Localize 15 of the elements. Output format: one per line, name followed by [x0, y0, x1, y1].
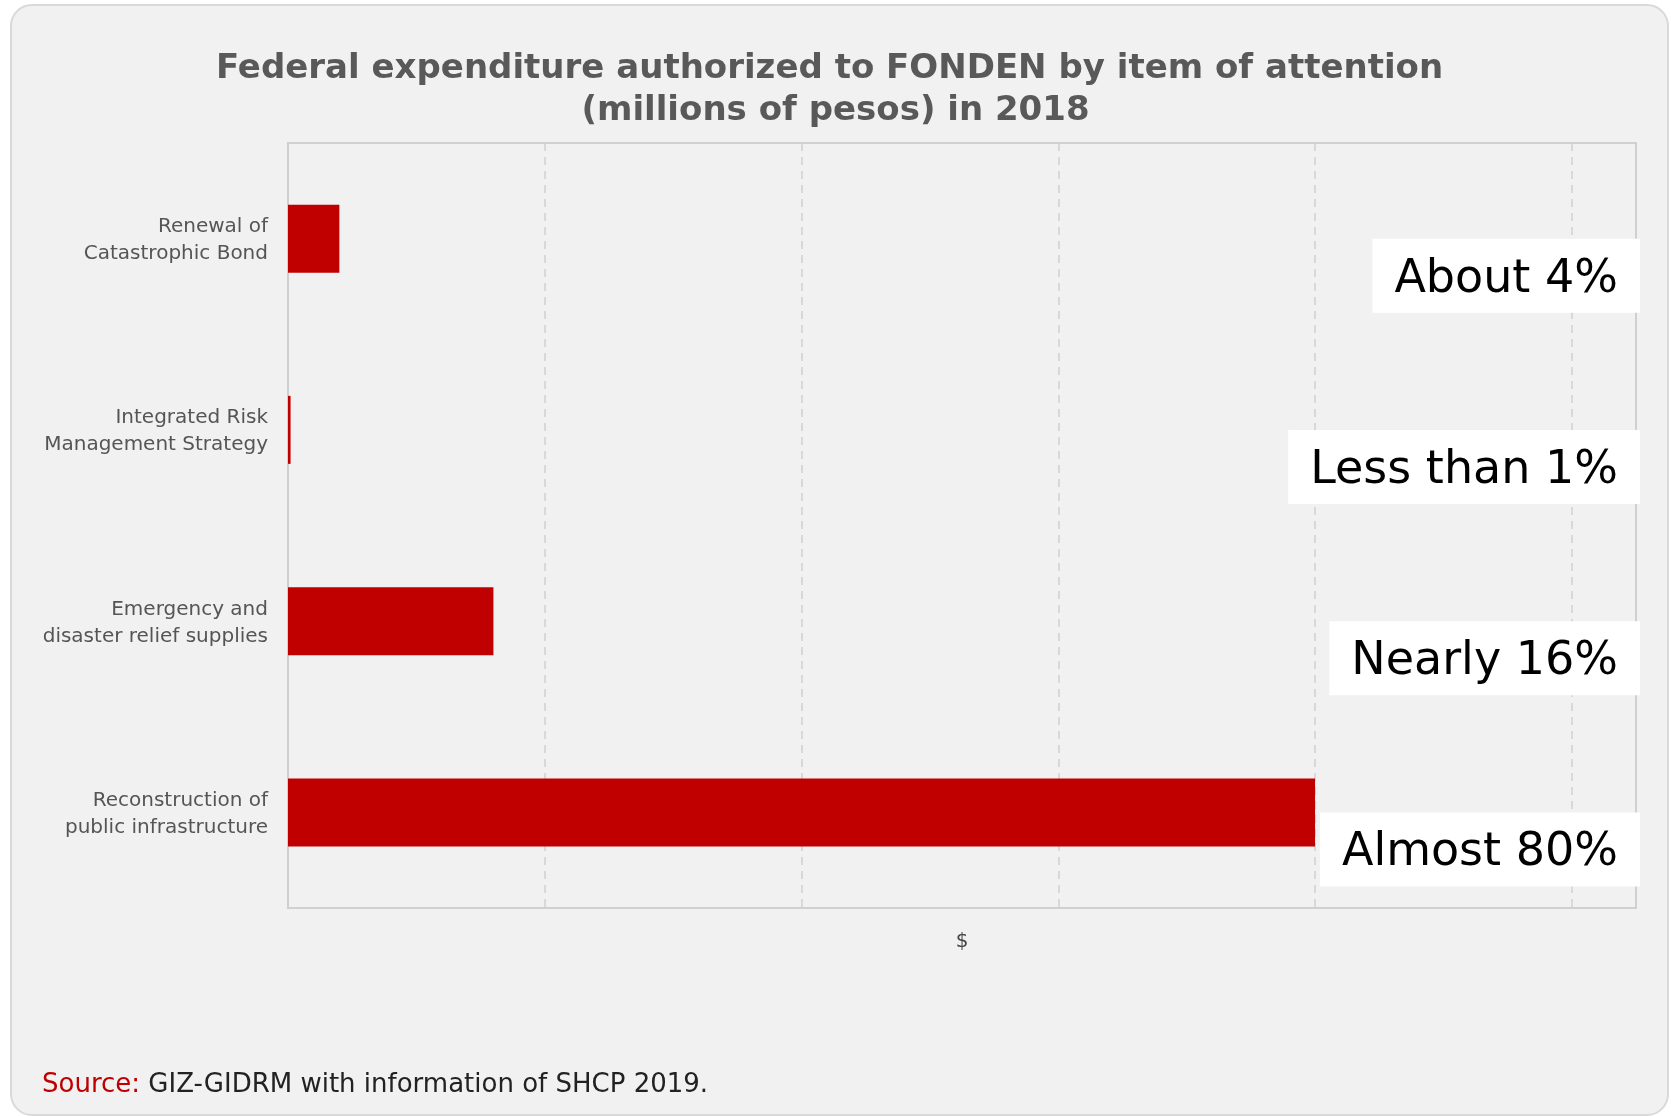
data-label: About 4% — [1394, 248, 1618, 303]
source-note: Source: GIZ-GIDRM with information of SHCP 2019. — [42, 1068, 709, 1098]
y-tick-label: Reconstruction of public infrastructure — [64, 786, 269, 838]
bar — [288, 395, 291, 464]
data-label: Less than 1% — [1310, 439, 1618, 494]
x-axis-title: $ — [955, 928, 969, 952]
y-tick-label: Emergency and disaster relief supplies — [42, 595, 268, 647]
data-label: Nearly 16% — [1351, 631, 1618, 686]
bar — [288, 587, 494, 656]
chart-title: Federal expenditure authorized to FONDEN by item of attention (millions of pesos) in 2018 — [216, 46, 1455, 128]
y-tick-label: Integrated Risk Management Strategy — [44, 404, 269, 456]
y-tick-label: Renewal of Catastrophic Bond — [83, 213, 269, 265]
bar — [288, 204, 340, 273]
data-label: Almost 80% — [1341, 822, 1618, 877]
bar — [288, 778, 1316, 847]
